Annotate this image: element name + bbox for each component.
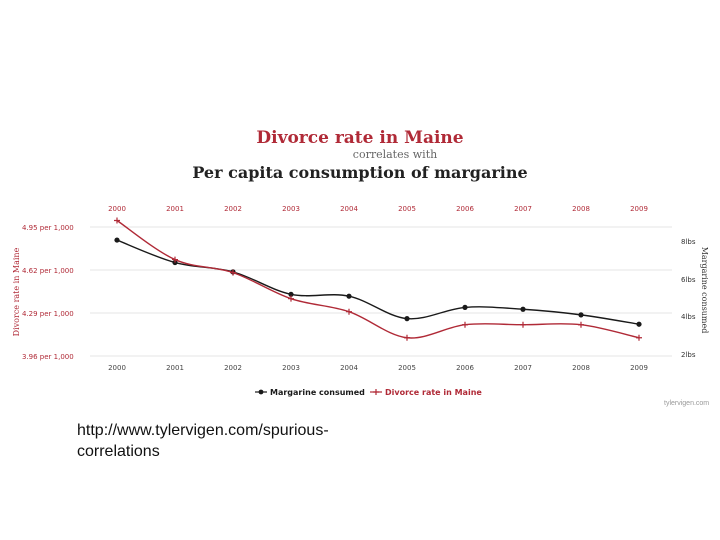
point-margarine-2006 — [462, 304, 468, 310]
series-line-1 — [116, 219, 640, 339]
x-tick-bottom-2001: 2001 — [166, 364, 184, 372]
point-divorce-2008 — [578, 321, 584, 328]
point-margarine-2000 — [114, 237, 120, 243]
point-margarine-2009 — [636, 321, 642, 327]
x-tick-top-2005: 2005 — [398, 205, 416, 213]
point-divorce-2001 — [172, 256, 178, 263]
y-axis-label-left: Divorce rate in Maine — [12, 247, 21, 336]
source-url[interactable]: http://www.tylervigen.com/spurious- corr… — [77, 420, 329, 462]
left-tick-3: 3.96 per 1,000 — [22, 353, 74, 361]
series-line-0 — [116, 239, 640, 325]
x-tick-bottom-2009: 2009 — [630, 364, 648, 372]
point-divorce-2002 — [230, 269, 236, 276]
x-tick-top-2007: 2007 — [514, 205, 532, 213]
x-tick-bottom-2002: 2002 — [224, 364, 242, 372]
right-tick-1: 6lbs — [681, 276, 696, 284]
point-margarine-2007 — [520, 306, 526, 312]
legend-label-0: Margarine consumed — [270, 388, 365, 397]
url-line-1: http://www.tylervigen.com/spurious- — [77, 422, 329, 439]
point-divorce-2000 — [114, 217, 120, 224]
x-tick-top-2004: 2004 — [340, 205, 358, 213]
point-divorce-2009 — [636, 334, 642, 341]
x-tick-top-2008: 2008 — [572, 205, 590, 213]
x-tick-top-2006: 2006 — [456, 205, 474, 213]
x-tick-top-2002: 2002 — [224, 205, 242, 213]
x-tick-bottom-2008: 2008 — [572, 364, 590, 372]
x-tick-top-2001: 2001 — [166, 205, 184, 213]
point-margarine-2008 — [578, 312, 584, 318]
chart-subtitle: correlates with — [352, 148, 438, 161]
x-tick-bottom-2004: 2004 — [340, 364, 358, 372]
right-tick-2: 4lbs — [681, 313, 696, 321]
chart-title-2: Per capita consumption of margarine — [192, 163, 528, 182]
left-tick-1: 4.62 per 1,000 — [22, 267, 74, 275]
right-tick-0: 8lbs — [681, 238, 696, 246]
y-axis-label-right: Margarine consumed — [700, 247, 709, 334]
url-line-2: correlations — [77, 443, 160, 460]
point-divorce-2003 — [288, 295, 294, 302]
legend-label-1: Divorce rate in Maine — [385, 388, 482, 397]
point-divorce-2007 — [520, 321, 526, 328]
x-tick-bottom-2000: 2000 — [108, 364, 126, 372]
right-tick-3: 2lbs — [681, 351, 696, 359]
x-tick-bottom-2003: 2003 — [282, 364, 300, 372]
point-margarine-2005 — [404, 316, 410, 322]
point-divorce-2004 — [346, 308, 352, 315]
x-tick-bottom-2005: 2005 — [398, 364, 416, 372]
left-tick-2: 4.29 per 1,000 — [22, 310, 74, 318]
point-margarine-2004 — [346, 293, 352, 299]
x-tick-bottom-2007: 2007 — [514, 364, 532, 372]
legend-marker-1 — [373, 389, 379, 395]
credit-text: tylervigen.com — [664, 400, 710, 407]
point-margarine-2003 — [288, 291, 294, 297]
x-tick-top-2000: 2000 — [108, 205, 126, 213]
legend-marker-0 — [258, 389, 264, 395]
x-tick-top-2003: 2003 — [282, 205, 300, 213]
point-divorce-2005 — [404, 334, 410, 341]
x-tick-top-2009: 2009 — [630, 205, 648, 213]
chart-title: Divorce rate in Maine — [256, 128, 464, 148]
point-divorce-2006 — [462, 321, 468, 328]
left-tick-0: 4.95 per 1,000 — [22, 224, 74, 232]
x-tick-bottom-2006: 2006 — [456, 364, 474, 372]
